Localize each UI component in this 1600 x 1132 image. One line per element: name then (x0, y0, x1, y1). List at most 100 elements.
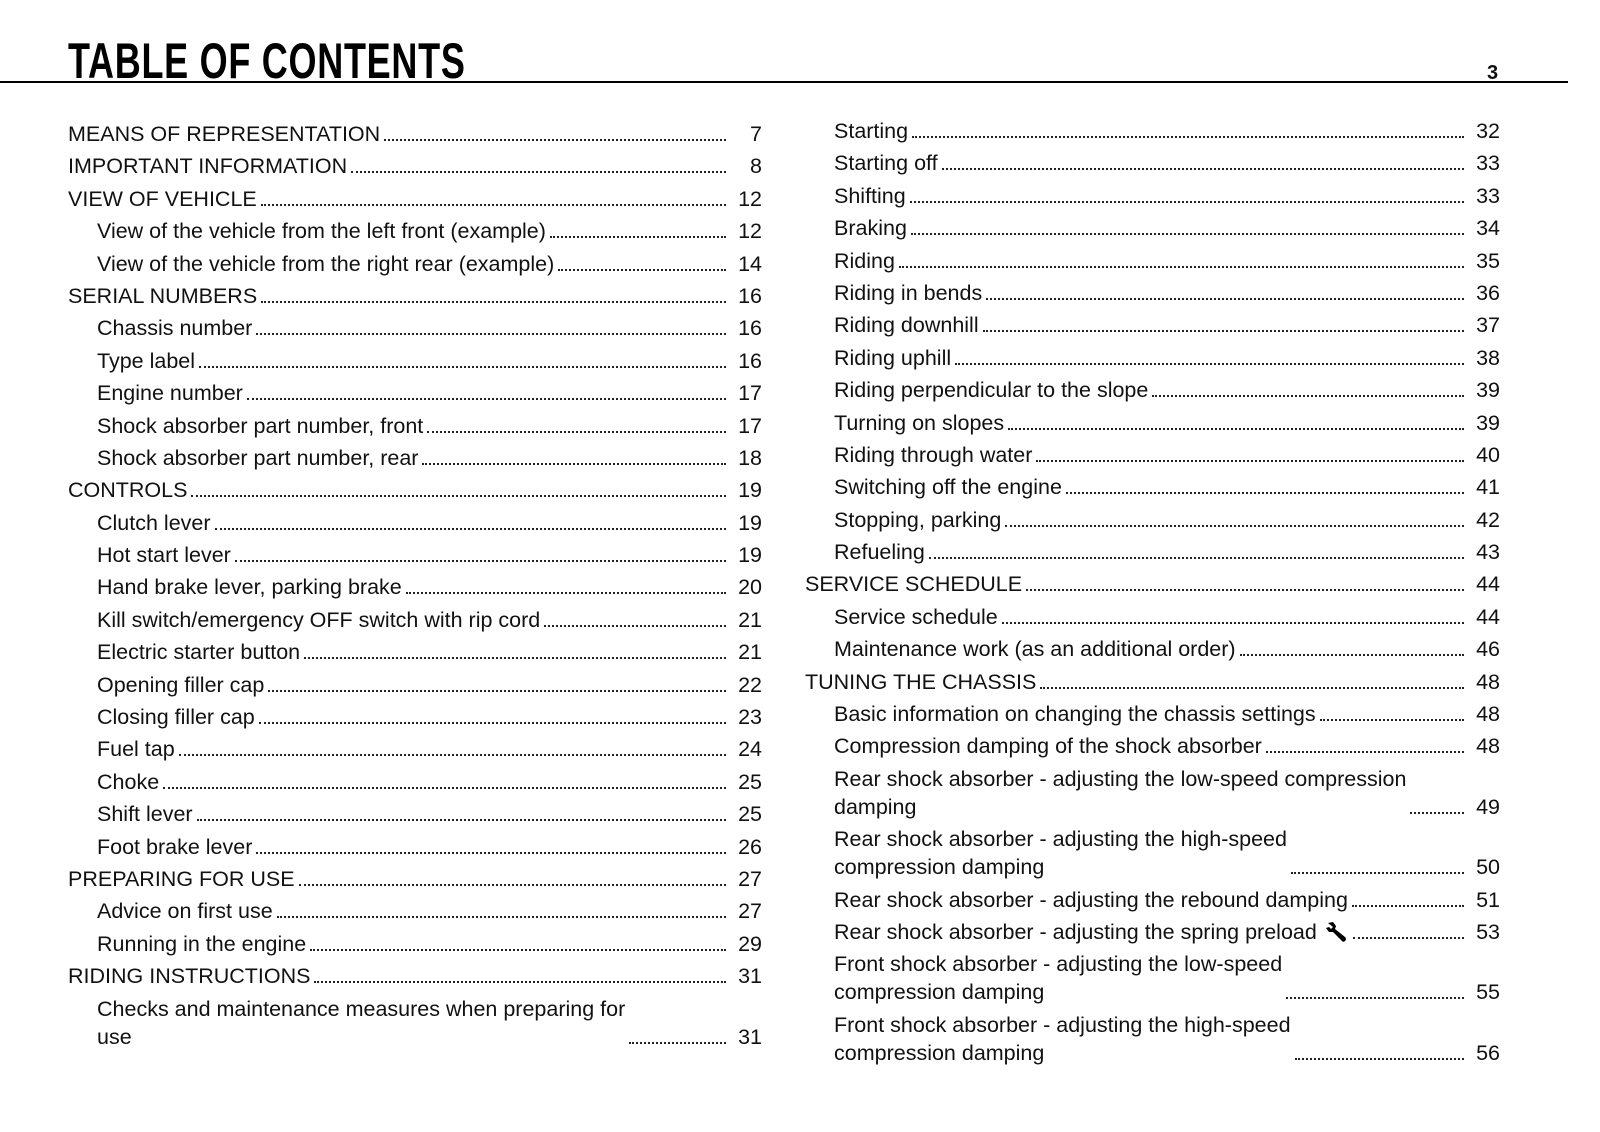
toc-entry[interactable]: Hand brake lever, parking brake 20 (68, 573, 762, 601)
toc-entry[interactable]: Maintenance work (as an additional order… (805, 635, 1500, 663)
toc-entry[interactable]: Advice on first use 27 (68, 897, 762, 925)
toc-entry-page: 7 (750, 122, 762, 146)
toc-entry[interactable]: Kill switch/emergency OFF switch with ri… (68, 606, 762, 634)
toc-entry-page: 42 (1476, 507, 1500, 532)
toc-entry[interactable]: Refueling 43 (805, 538, 1500, 566)
toc-entry[interactable]: Type label 16 (68, 347, 762, 375)
toc-entry[interactable]: Rear shock absorber - adjusting the rebo… (805, 886, 1500, 914)
toc-entry[interactable]: Running in the engine 29 (68, 930, 762, 958)
toc-entry[interactable]: Rear shock absorber - adjusting the low-… (805, 765, 1500, 821)
toc-entry-title: Clutch lever (97, 510, 211, 535)
toc-section-entry[interactable]: TUNING THE CHASSIS 48 (805, 668, 1500, 696)
toc-entry[interactable]: Checks and maintenance measures when pre… (68, 995, 762, 1051)
toc-section-entry[interactable]: IMPORTANT INFORMATION 8 (68, 152, 762, 180)
toc-entry[interactable]: Compression damping of the shock absorbe… (805, 732, 1500, 760)
dot-leader (427, 430, 726, 433)
toc-section-entry[interactable]: RIDING INSTRUCTIONS 31 (68, 962, 762, 990)
dot-leader (196, 819, 726, 822)
toc-entry[interactable]: Service schedule 44 (805, 603, 1500, 631)
toc-entry[interactable]: Riding 35 (805, 247, 1500, 275)
toc-entry[interactable]: Electric starter button 21 (68, 638, 762, 666)
dot-leader (258, 722, 726, 725)
toc-section-entry[interactable]: MEANS OF REPRESENTATION 7 (68, 120, 762, 148)
toc-entry[interactable]: Shift lever 25 (68, 800, 762, 828)
toc-section-entry[interactable]: VIEW OF VEHICLE 12 (68, 185, 762, 213)
toc-entry[interactable]: Clutch lever 19 (68, 509, 762, 537)
toc-entry[interactable]: Rear shock absorber - adjusting the spri… (805, 918, 1500, 946)
toc-entry-page: 48 (1476, 702, 1500, 727)
toc-entry[interactable]: Front shock absorber - adjusting the hig… (805, 1011, 1500, 1067)
toc-entry[interactable]: Rear shock absorber - adjusting the high… (805, 825, 1500, 881)
toc-entry-title: Closing filler cap (97, 705, 255, 730)
toc-entry-page: 33 (1476, 183, 1500, 208)
toc-section-entry[interactable]: SERVICE SCHEDULE 44 (805, 570, 1500, 598)
toc-entry-title: Shift lever (97, 802, 193, 827)
toc-entry-title: SERIAL NUMBERS (68, 283, 258, 308)
toc-entry[interactable]: Riding uphill 38 (805, 344, 1500, 372)
toc-entry[interactable]: Riding through water 40 (805, 441, 1500, 469)
toc-entry-page: 27 (738, 866, 762, 891)
dot-leader (1005, 524, 1464, 527)
toc-entry-title: Riding (834, 248, 895, 273)
toc-entry-page: 40 (1476, 442, 1500, 467)
toc-section-entry[interactable]: CONTROLS 19 (68, 476, 762, 504)
toc-entry[interactable]: Braking 34 (805, 214, 1500, 242)
toc-entry[interactable]: Switching off the engine 41 (805, 473, 1500, 501)
toc-entry[interactable]: Stopping, parking 42 (805, 506, 1500, 534)
toc-entry-page: 25 (738, 802, 762, 827)
toc-entry[interactable]: Opening filler cap 22 (68, 671, 762, 699)
toc-entry[interactable]: Closing filler cap 23 (68, 703, 762, 731)
toc-entry-page: 46 (1476, 637, 1500, 662)
toc-right-column: Starting 32 Starting off 33 Shifting 33 Brakin… (805, 117, 1500, 1071)
toc-entry-page: 27 (738, 899, 762, 924)
toc-entry-title: Starting (834, 119, 909, 143)
toc-entry[interactable]: Chassis number 16 (68, 314, 762, 342)
toc-entry[interactable]: Riding downhill 37 (805, 311, 1500, 339)
toc-entry[interactable]: Foot brake lever 26 (68, 833, 762, 861)
dot-leader (351, 171, 726, 174)
toc-entry[interactable]: Choke 25 (68, 768, 762, 796)
toc-entry-title: SERVICE SCHEDULE (805, 572, 1023, 597)
toc-entry[interactable]: Hot start lever 19 (68, 541, 762, 569)
dot-leader (898, 265, 1464, 268)
toc-entry[interactable]: View of the vehicle from the right rear … (68, 250, 762, 278)
dot-leader (256, 333, 726, 336)
toc-entry[interactable]: Shock absorber part number, front 17 (68, 412, 762, 440)
toc-entry[interactable]: Starting off 33 (805, 149, 1500, 177)
toc-entry[interactable]: Starting 32 (805, 117, 1500, 145)
toc-entry-page: 16 (738, 283, 762, 308)
dot-leader (1290, 872, 1464, 875)
toc-entry-page: 16 (738, 316, 762, 341)
toc-entry[interactable]: Engine number 17 (68, 379, 762, 407)
toc-entry-page: 21 (738, 640, 762, 665)
toc-section-entry[interactable]: PREPARING FOR USE 27 (68, 865, 762, 893)
toc-entry[interactable]: Fuel tap 24 (68, 735, 762, 763)
dot-leader (982, 330, 1464, 333)
dot-leader (310, 948, 726, 951)
toc-entry[interactable]: Riding perpendicular to the slope 39 (805, 376, 1500, 404)
toc-entry[interactable]: Front shock absorber - adjusting the low… (805, 950, 1500, 1006)
toc-entry[interactable]: Basic information on changing the chassi… (805, 700, 1500, 728)
toc-entry-page: 56 (1476, 1040, 1500, 1065)
dot-leader (256, 851, 726, 854)
dot-leader (298, 883, 726, 886)
toc-entry-title: Rear shock absorber - adjusting the rebo… (834, 887, 1348, 912)
toc-entry-page: 31 (738, 1024, 762, 1049)
toc-entry[interactable]: Shifting 33 (805, 182, 1500, 210)
toc-entry-page: 25 (738, 769, 762, 794)
toc-entry-title: Front shock absorber - adjusting the low… (834, 952, 1283, 1005)
dot-leader (910, 233, 1464, 236)
toc-entry[interactable]: View of the vehicle from the left front … (68, 217, 762, 245)
toc-entry-page: 36 (1476, 280, 1500, 305)
dot-leader (986, 297, 1464, 300)
dot-leader (314, 981, 726, 984)
toc-entry-title: PREPARING FOR USE (68, 866, 295, 891)
toc-entry[interactable]: Shock absorber part number, rear 18 (68, 444, 762, 472)
toc-entry-page: 43 (1476, 540, 1500, 565)
toc-entry-title: Compression damping of the shock absorbe… (834, 734, 1262, 759)
dot-leader (1036, 459, 1464, 462)
toc-entry[interactable]: Turning on slopes 39 (805, 409, 1500, 437)
toc-section-entry[interactable]: SERIAL NUMBERS 16 (68, 282, 762, 310)
dot-leader (261, 300, 726, 303)
toc-entry[interactable]: Riding in bends 36 (805, 279, 1500, 307)
